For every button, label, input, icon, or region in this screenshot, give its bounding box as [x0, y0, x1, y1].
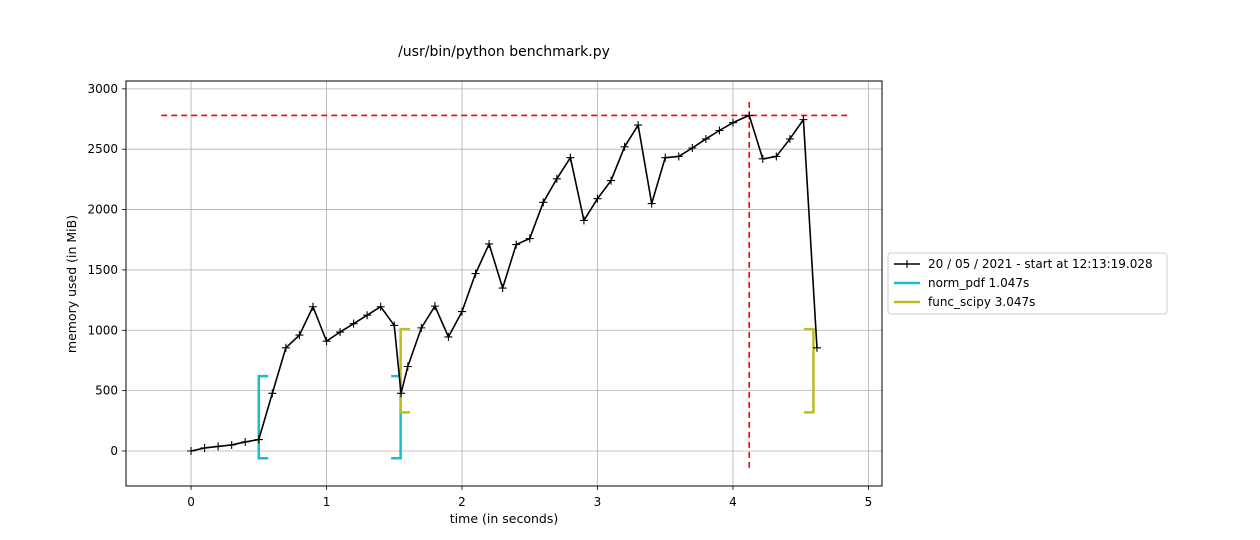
- y-tick-label: 500: [95, 384, 118, 398]
- function-end-bracket: [803, 327, 815, 414]
- legend-label: func_scipy 3.047s: [928, 295, 1035, 309]
- x-axis-label: time (in seconds): [450, 511, 558, 526]
- memory-data-point: [268, 389, 277, 398]
- memory-data-point: [701, 134, 710, 143]
- x-tick-label: 1: [323, 495, 331, 509]
- memory-data-point: [187, 446, 196, 455]
- memory-series-line: [190, 114, 818, 452]
- memory-data-point: [688, 143, 697, 152]
- memory-data-point: [308, 302, 317, 311]
- memory-data-point: [620, 142, 629, 151]
- series-layer: [187, 111, 821, 455]
- memory-data-point: [281, 343, 290, 352]
- memory-data-point: [579, 216, 588, 225]
- memory-data-point: [539, 198, 548, 207]
- x-tick-label: 2: [458, 495, 466, 509]
- memory-data-point: [349, 319, 358, 328]
- memory-data-point: [498, 284, 507, 293]
- y-tick-label: 3000: [87, 82, 118, 96]
- memory-data-point: [634, 121, 643, 130]
- legend: 20 / 05 / 2021 - start at 12:13:19.028 no…: [887, 252, 1168, 315]
- legend-label: 20 / 05 / 2021 - start at 12:13:19.028: [928, 257, 1153, 271]
- legend-box: [887, 252, 1168, 315]
- memory-data-point: [214, 442, 223, 451]
- x-axis-ticks: 0 1 2 3 4 5: [187, 486, 872, 509]
- memory-data-point: [661, 153, 670, 162]
- memory-data-point: [593, 194, 602, 203]
- memory-data-point: [390, 321, 399, 330]
- memory-data-point: [430, 302, 439, 311]
- y-axis-ticks: 0 500 1000 1500 2000 2500 3000: [87, 82, 126, 458]
- x-tick-label: 5: [865, 495, 873, 509]
- y-tick-label: 2500: [87, 142, 118, 156]
- memory-data-point: [772, 152, 781, 161]
- function-brackets: [257, 327, 815, 460]
- memory-data-point: [728, 118, 737, 127]
- memory-data-point: [758, 154, 767, 163]
- y-tick-label: 1000: [87, 323, 118, 337]
- chart-title: /usr/bin/python benchmark.py: [398, 44, 610, 60]
- y-tick-label: 1500: [87, 263, 118, 277]
- memory-data-point: [607, 176, 616, 185]
- function-start-bracket: [257, 374, 269, 460]
- function-start-bracket: [399, 327, 411, 414]
- memory-data-point: [336, 328, 345, 337]
- memory-data-point: [295, 331, 304, 340]
- memory-data-point: [397, 389, 406, 398]
- memory-data-point: [745, 111, 754, 120]
- y-tick-label: 2000: [87, 203, 118, 217]
- memory-data-point: [444, 332, 453, 341]
- memory-data-point: [322, 337, 331, 346]
- memory-data-point: [363, 311, 372, 320]
- memory-data-point: [241, 437, 250, 446]
- memory-data-point: [785, 134, 794, 143]
- memory-data-point: [674, 152, 683, 161]
- memory-data-point: [376, 302, 385, 311]
- y-tick-label: 0: [110, 444, 118, 458]
- y-axis-label: memory used (in MiB): [64, 215, 79, 353]
- grid-lines: [126, 81, 882, 486]
- memory-data-point: [458, 307, 466, 316]
- peak-reference-lines: [161, 98, 849, 468]
- memory-data-point: [525, 234, 534, 243]
- legend-label: norm_pdf 1.047s: [928, 276, 1029, 290]
- memory-data-point: [254, 435, 263, 444]
- memory-data-point: [647, 199, 656, 208]
- memory-data-point: [715, 126, 724, 135]
- memory-data-point: [471, 269, 480, 278]
- memory-data-point: [403, 362, 412, 371]
- memory-data-point: [812, 343, 821, 352]
- memory-data-point: [485, 239, 494, 248]
- memory-data-point: [799, 115, 808, 124]
- memory-data-point: [566, 153, 575, 162]
- memory-data-point: [552, 174, 561, 183]
- x-tick-label: 3: [594, 495, 602, 509]
- x-tick-label: 4: [729, 495, 737, 509]
- memory-data-point: [512, 240, 521, 249]
- legend-marker: [903, 260, 911, 268]
- memory-data-point: [200, 443, 209, 452]
- memory-data-point: [227, 440, 236, 449]
- function-end-bracket: [391, 374, 402, 460]
- memory-data-point: [417, 323, 426, 332]
- x-tick-label: 0: [187, 495, 195, 509]
- plot-area-frame: [125, 80, 883, 487]
